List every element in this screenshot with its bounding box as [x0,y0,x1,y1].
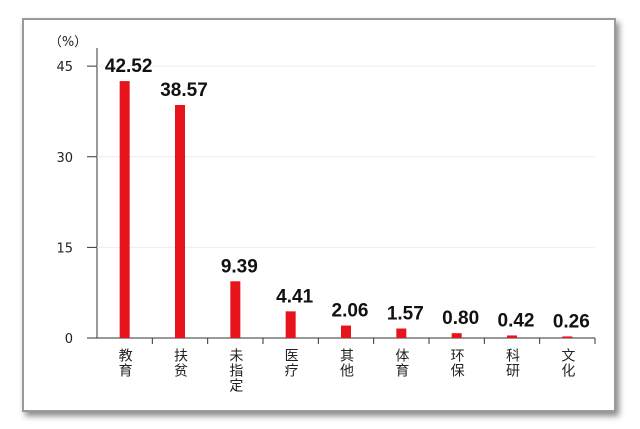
x-tick-label: 扶贫 [172,348,188,378]
bar [230,281,241,338]
bar [285,311,296,338]
x-tick-label: 教育 [117,348,133,378]
value-label: 0.26 [553,311,590,332]
x-tick-label: 医疗 [283,348,299,378]
x-tick-label: 未指定 [227,348,243,393]
x-tick-label: 文化 [559,348,575,378]
value-label: 0.80 [442,308,479,329]
value-label: 2.06 [332,301,369,322]
bar [396,328,407,338]
bar [119,81,130,338]
bar [175,104,185,338]
value-label: 4.41 [276,286,313,307]
value-label: 42.52 [105,56,153,77]
value-label: 0.42 [498,310,535,331]
y-tick-label: 0 [65,332,73,347]
y-axis-label: （%） [49,35,87,50]
x-tick-label: 其他 [338,348,354,378]
bar [507,335,517,338]
bar [341,325,351,338]
y-tick-label: 15 [56,241,73,256]
value-label: 38.57 [160,80,208,101]
x-tick-label: 环保 [449,348,465,378]
x-tick-label: 体育 [393,348,409,378]
bar [451,333,462,338]
bar [562,336,573,338]
value-label: 1.57 [387,304,424,325]
y-tick-label: 45 [56,60,73,75]
y-tick-label: 30 [56,151,73,166]
x-tick-label: 科研 [504,348,520,378]
value-label: 9.39 [221,256,258,277]
